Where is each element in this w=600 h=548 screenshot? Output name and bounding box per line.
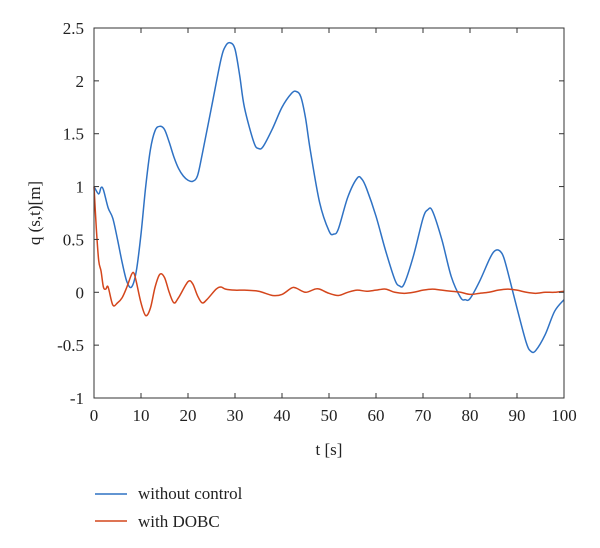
y-tick-label: -0.5 [57, 336, 84, 355]
y-tick-label: 1 [76, 178, 85, 197]
x-tick-label: 60 [368, 406, 385, 425]
plot-frame [93, 27, 565, 399]
y-tick-label: -1 [70, 389, 84, 408]
x-tick-label: 90 [509, 406, 526, 425]
legend: without control with DOBC [95, 484, 243, 531]
x-axis-label: t [s] [316, 440, 343, 459]
series-lines [93, 41, 565, 354]
legend-label-with-dobc: with DOBC [138, 512, 220, 531]
y-tick-label: 2 [76, 72, 85, 91]
y-tick-label: 2.5 [63, 19, 84, 38]
series-line-with-dobc [93, 186, 565, 317]
x-tick-label: 20 [180, 406, 197, 425]
x-tick-label: 100 [551, 406, 577, 425]
y-axis-label: q (s,t)[m] [25, 181, 44, 245]
y-tick-label: 0.5 [63, 230, 84, 249]
y-tick-label: 1.5 [63, 125, 84, 144]
x-tick-label: 80 [462, 406, 479, 425]
x-tick-label: 30 [227, 406, 244, 425]
x-tick-label: 10 [133, 406, 150, 425]
series-line-without-control [93, 41, 565, 354]
x-tick-label: 0 [90, 406, 99, 425]
x-tick-label: 40 [274, 406, 291, 425]
y-tick-label: 0 [76, 283, 85, 302]
legend-label-without-control: without control [138, 484, 243, 503]
x-tick-label: 50 [321, 406, 338, 425]
axis-ticks: 0 10 20 30 40 50 60 70 80 90 100 -1 -0.5 0 0.5 1 1.5 2 2.5 [57, 19, 577, 425]
x-tick-label: 70 [415, 406, 432, 425]
